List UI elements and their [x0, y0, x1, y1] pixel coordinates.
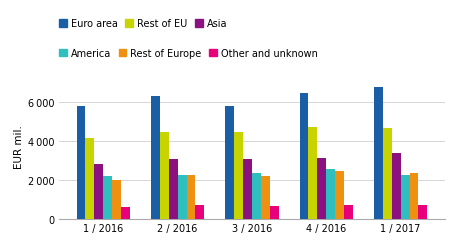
- Bar: [151, 97, 160, 219]
- Bar: [317, 158, 326, 219]
- Bar: [335, 172, 344, 219]
- Bar: [187, 176, 196, 219]
- Bar: [374, 88, 383, 219]
- Bar: [410, 173, 419, 219]
- Bar: [252, 173, 261, 219]
- Bar: [77, 106, 85, 219]
- Bar: [112, 180, 121, 219]
- Bar: [344, 206, 353, 219]
- Bar: [392, 153, 400, 219]
- Bar: [121, 207, 130, 219]
- Bar: [261, 177, 270, 219]
- Bar: [225, 107, 234, 219]
- Legend: America, Rest of Europe, Other and unknown: America, Rest of Europe, Other and unkno…: [59, 48, 318, 58]
- Y-axis label: EUR mil.: EUR mil.: [14, 124, 24, 168]
- Bar: [178, 175, 187, 219]
- Bar: [94, 164, 104, 219]
- Bar: [300, 93, 308, 219]
- Bar: [85, 138, 94, 219]
- Bar: [400, 175, 410, 219]
- Bar: [160, 133, 169, 219]
- Bar: [104, 177, 112, 219]
- Bar: [383, 128, 392, 219]
- Bar: [196, 206, 204, 219]
- Bar: [308, 128, 317, 219]
- Bar: [169, 159, 178, 219]
- Bar: [419, 206, 427, 219]
- Bar: [326, 169, 335, 219]
- Bar: [243, 159, 252, 219]
- Bar: [270, 207, 279, 219]
- Bar: [234, 133, 243, 219]
